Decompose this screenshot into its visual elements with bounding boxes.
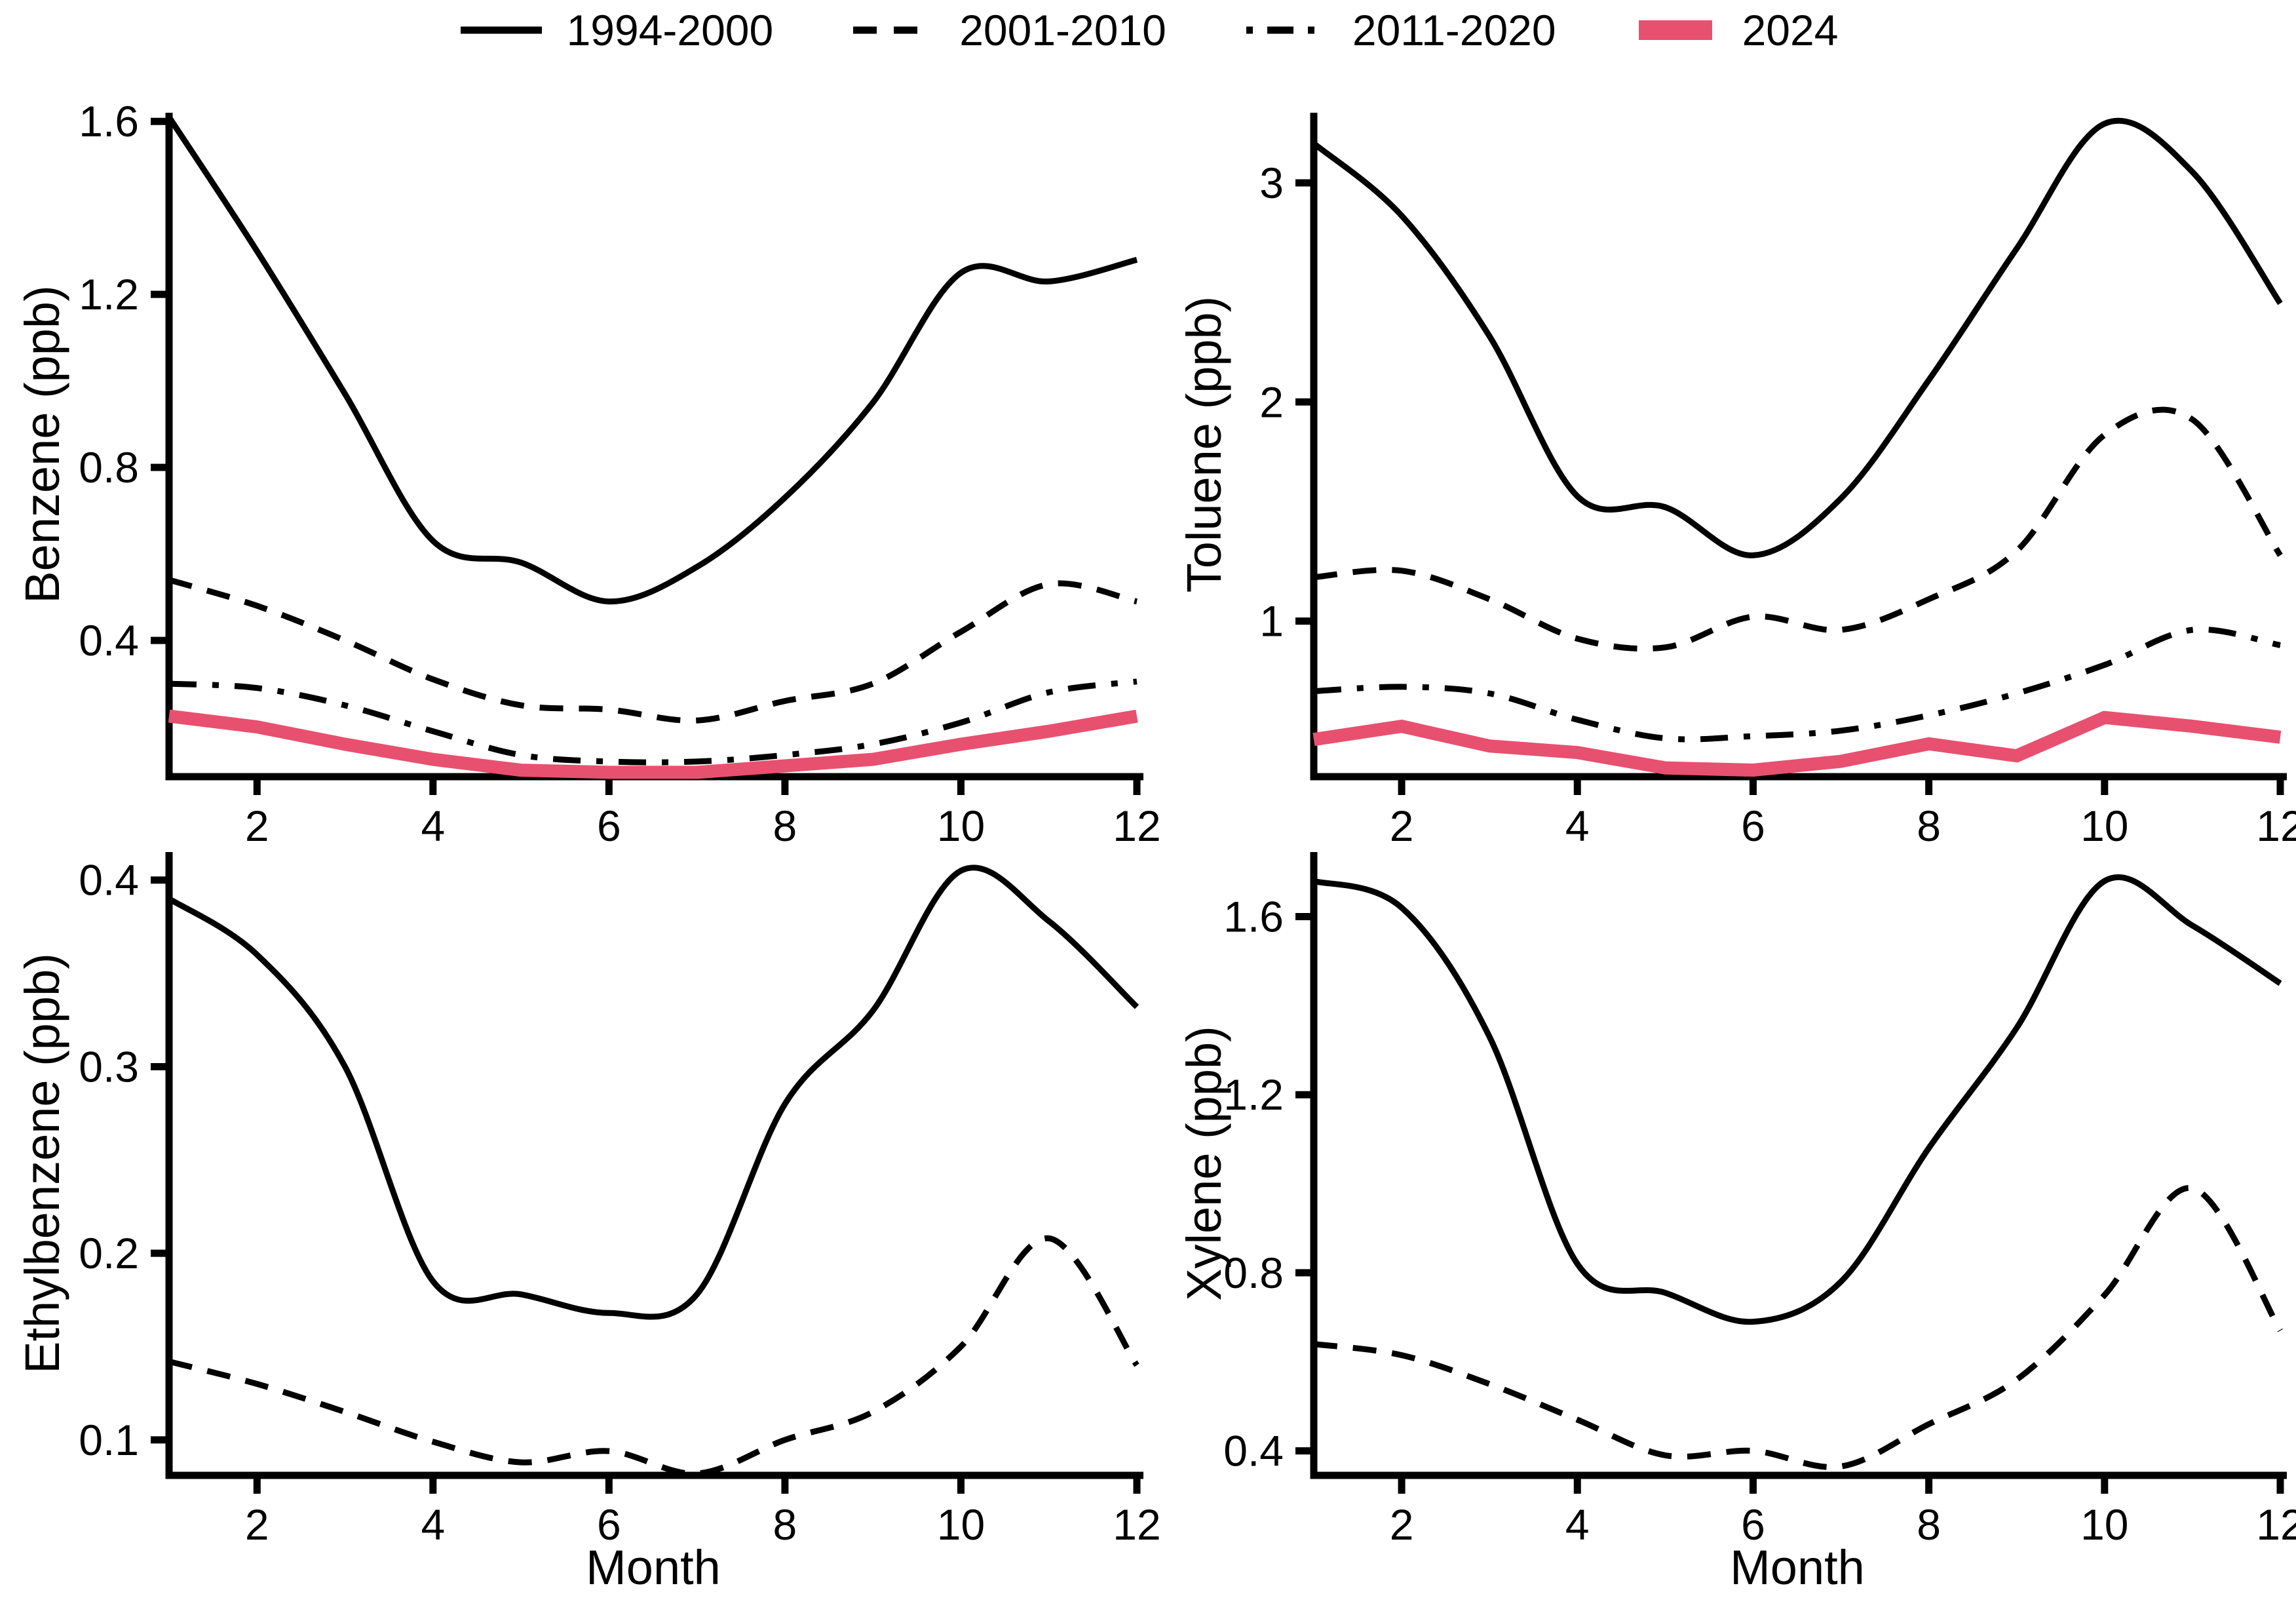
x-tick-label: 6 bbox=[1741, 802, 1765, 850]
legend-label: 2011-2020 bbox=[1352, 6, 1556, 54]
series-1994-2000 bbox=[166, 115, 1138, 605]
x-tick-label: 2 bbox=[1390, 802, 1414, 850]
x-tick-label: 12 bbox=[2256, 802, 2296, 850]
series-2024 bbox=[1312, 710, 2282, 777]
axis-line bbox=[1310, 852, 2287, 1479]
series-2001-2010 bbox=[1313, 1185, 2283, 1470]
x-axis-label-month-left: Month bbox=[586, 1540, 721, 1595]
x-tick-label: 10 bbox=[2080, 802, 2128, 850]
axis-line bbox=[165, 113, 1143, 781]
axis-line bbox=[165, 852, 1143, 1479]
x-tick-label: 6 bbox=[597, 1500, 621, 1549]
thick-line-icon bbox=[1638, 20, 1712, 40]
x-tick-label: 8 bbox=[1917, 1500, 1941, 1549]
y-tick-label: 0.3 bbox=[79, 1042, 139, 1091]
x-axis-label-month-right: Month bbox=[1730, 1540, 1865, 1595]
axis-line bbox=[1310, 113, 2287, 781]
series-1994-2000 bbox=[167, 865, 1139, 1320]
y-tick-label: 0.8 bbox=[1223, 1249, 1284, 1297]
series-2001-2010 bbox=[1313, 406, 2283, 652]
y-tick-label: 0.1 bbox=[79, 1416, 139, 1464]
dashed-line-icon bbox=[853, 26, 935, 34]
x-tick-label: 8 bbox=[773, 802, 797, 850]
y-tick-label: 3 bbox=[1259, 159, 1284, 207]
legend-item-2024: 2024 bbox=[1634, 6, 1839, 54]
x-tick-label: 4 bbox=[421, 1500, 445, 1549]
y-tick-label: 0.8 bbox=[79, 443, 139, 492]
x-tick-label: 4 bbox=[1565, 1500, 1590, 1549]
legend: 1994-2000 2001-2010 2011-2020 2024 bbox=[0, 0, 2296, 60]
x-tick-label: 2 bbox=[245, 1500, 269, 1549]
legend-label: 1994-2000 bbox=[566, 6, 774, 54]
x-tick-label: 12 bbox=[1113, 1500, 1160, 1549]
x-tick-label: 6 bbox=[597, 802, 621, 850]
solid-line-icon bbox=[460, 26, 542, 34]
x-tick-label: 2 bbox=[1390, 1500, 1414, 1549]
series-2001-2010 bbox=[168, 577, 1138, 724]
y-tick-label: 0.2 bbox=[79, 1229, 139, 1277]
x-tick-label: 8 bbox=[773, 1500, 797, 1549]
y-tick-label: 0.4 bbox=[1223, 1427, 1284, 1475]
series-1994-2000 bbox=[1312, 874, 2282, 1325]
legend-label: 2024 bbox=[1742, 6, 1839, 54]
x-tick-label: 4 bbox=[421, 802, 445, 850]
y-tick-label: 1.6 bbox=[79, 97, 139, 146]
x-tick-label: 12 bbox=[1113, 802, 1160, 850]
dashdot-line-icon bbox=[1246, 26, 1328, 34]
series-2011-2020 bbox=[168, 678, 1138, 766]
y-tick-label: 1.2 bbox=[79, 270, 139, 319]
y-tick-label: 0.4 bbox=[79, 616, 139, 665]
x-tick-label: 10 bbox=[937, 1500, 985, 1549]
y-tick-label: 1 bbox=[1259, 597, 1284, 646]
legend-item-1994-2000: 1994-2000 bbox=[458, 6, 774, 54]
legend-item-2011-2020: 2011-2020 bbox=[1244, 9, 1556, 52]
x-tick-label: 12 bbox=[2256, 1500, 2296, 1549]
x-tick-label: 4 bbox=[1565, 802, 1590, 850]
x-tick-label: 6 bbox=[1741, 1500, 1765, 1549]
legend-item-2001-2010: 2001-2010 bbox=[851, 9, 1166, 52]
x-tick-label: 2 bbox=[245, 802, 269, 850]
x-tick-label: 10 bbox=[937, 802, 985, 850]
series-1994-2000 bbox=[1312, 117, 2283, 558]
x-tick-label: 10 bbox=[2080, 1500, 2128, 1549]
series-2024 bbox=[168, 709, 1138, 779]
y-tick-label: 1.6 bbox=[1223, 892, 1284, 941]
x-tick-label: 8 bbox=[1917, 802, 1941, 850]
legend-label: 2001-2010 bbox=[959, 6, 1166, 54]
y-tick-label: 1.2 bbox=[1223, 1070, 1284, 1119]
y-tick-label: 2 bbox=[1259, 378, 1284, 426]
y-tick-label: 0.4 bbox=[79, 856, 139, 904]
series-2001-2010 bbox=[168, 1235, 1139, 1477]
